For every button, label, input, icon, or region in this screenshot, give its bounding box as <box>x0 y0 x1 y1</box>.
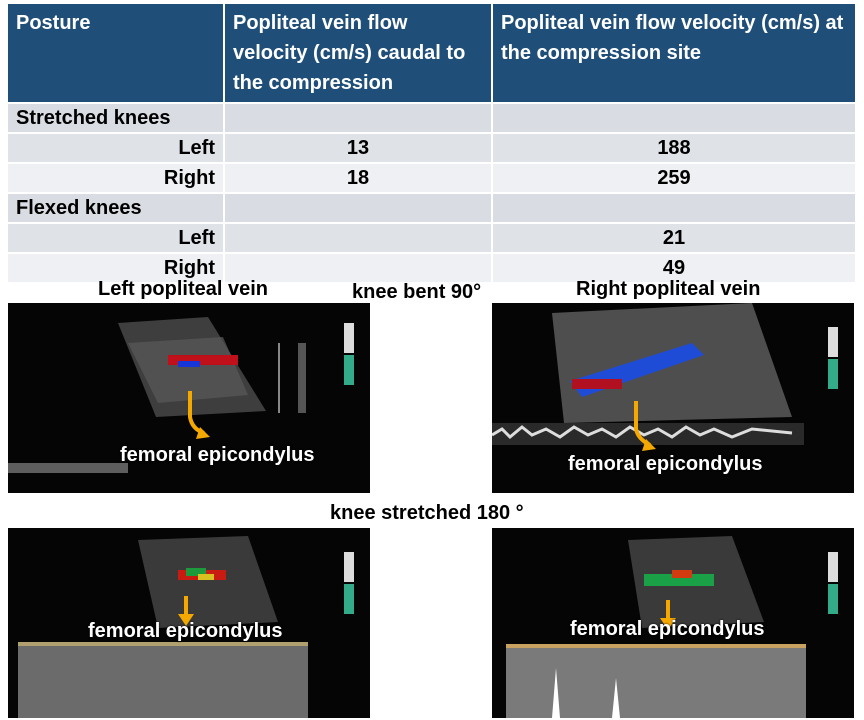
group-row-flexed: Flexed knees <box>8 193 857 224</box>
table-row: Left 13 188 <box>8 133 857 164</box>
arrow-icon <box>188 391 210 439</box>
side-label: Right <box>8 163 225 194</box>
caudal-value: 13 <box>224 133 493 164</box>
header-site: Popliteal vein flow velocity (cm/s) at t… <box>492 4 857 104</box>
ultrasound-image-left-bent: femoral epicondylus <box>8 303 370 493</box>
annotation-label: femoral epicondylus <box>88 620 283 642</box>
group-label: Stretched knees <box>8 103 225 134</box>
table-row: Right 49 <box>8 253 857 284</box>
velocity-table: Posture Popliteal vein flow velocity (cm… <box>8 4 857 284</box>
caudal-value <box>224 223 493 254</box>
side-label: Right <box>8 253 225 284</box>
caption-left-vein: Left popliteal vein <box>98 278 269 300</box>
annotation-label: femoral epicondylus <box>120 444 315 466</box>
ultrasound-image-right-bent: femoral epicondylus <box>492 303 854 493</box>
table-row: Right 18 259 <box>8 163 857 194</box>
header-caudal: Popliteal vein flow velocity (cm/s) caud… <box>224 4 493 104</box>
caudal-value <box>224 253 493 284</box>
arrow-icon <box>634 401 656 451</box>
side-label: Left <box>8 223 225 254</box>
ultrasound-image-left-stretched: femoral epicondylus <box>8 528 370 718</box>
ultrasound-image-right-stretched: femoral epicondylus <box>492 528 854 718</box>
table-header-row: Posture Popliteal vein flow velocity (cm… <box>8 4 857 104</box>
site-value: 49 <box>492 253 857 284</box>
group-row-stretched: Stretched knees <box>8 103 857 134</box>
caudal-value: 18 <box>224 163 493 194</box>
caption-knee-stretched: knee stretched 180 ° <box>330 502 524 524</box>
arrow-icon <box>660 600 676 630</box>
table-row: Left 21 <box>8 223 857 254</box>
side-label: Left <box>8 133 225 164</box>
group-label: Flexed knees <box>8 193 225 224</box>
annotation-label: femoral epicondylus <box>570 618 765 640</box>
site-value: 188 <box>492 133 857 164</box>
caption-right-vein: Right popliteal vein <box>576 278 761 300</box>
arrow-icon <box>178 596 194 626</box>
header-posture: Posture <box>8 4 225 104</box>
annotation-label: femoral epicondylus <box>568 453 763 475</box>
caption-knee-bent: knee bent 90° <box>352 281 482 303</box>
site-value: 259 <box>492 163 857 194</box>
site-value: 21 <box>492 223 857 254</box>
